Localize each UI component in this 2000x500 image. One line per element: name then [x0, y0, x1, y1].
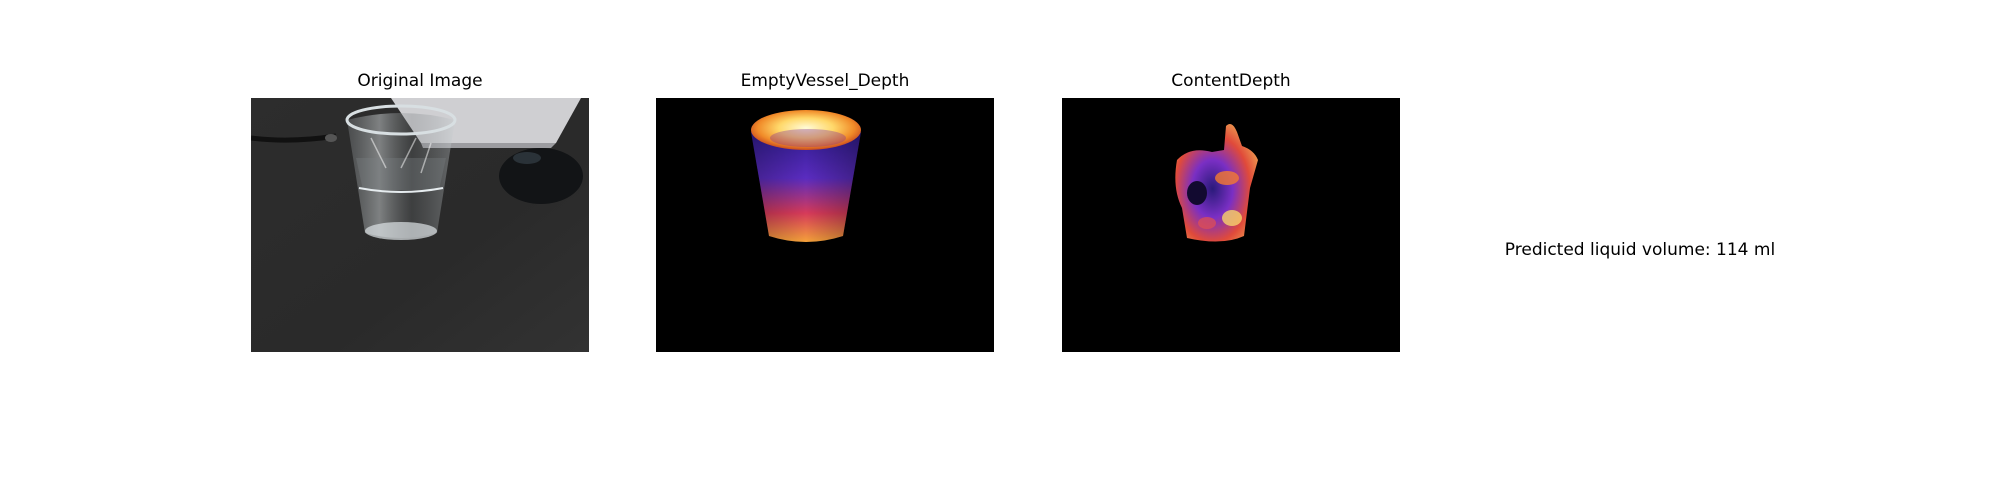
- panel-title: ContentDepth: [1171, 71, 1291, 91]
- content-depth-map: [1062, 98, 1400, 352]
- empty-vessel-depth-image: [656, 98, 994, 352]
- empty-vessel-depth-panel: EmptyVessel_Depth: [656, 71, 994, 352]
- panel-title: EmptyVessel_Depth: [740, 71, 910, 91]
- original-image-panel: Original Image: [251, 71, 589, 352]
- glass-on-desk-photo: [251, 98, 589, 352]
- predicted-volume-text: Predicted liquid volume: 114 ml: [1504, 240, 1776, 260]
- content-depth-panel: ContentDepth: [1062, 71, 1400, 352]
- original-photo: [251, 98, 589, 352]
- empty-vessel-depth-map: [656, 98, 994, 352]
- panel-title: Original Image: [357, 71, 483, 91]
- content-depth-image: [1062, 98, 1400, 352]
